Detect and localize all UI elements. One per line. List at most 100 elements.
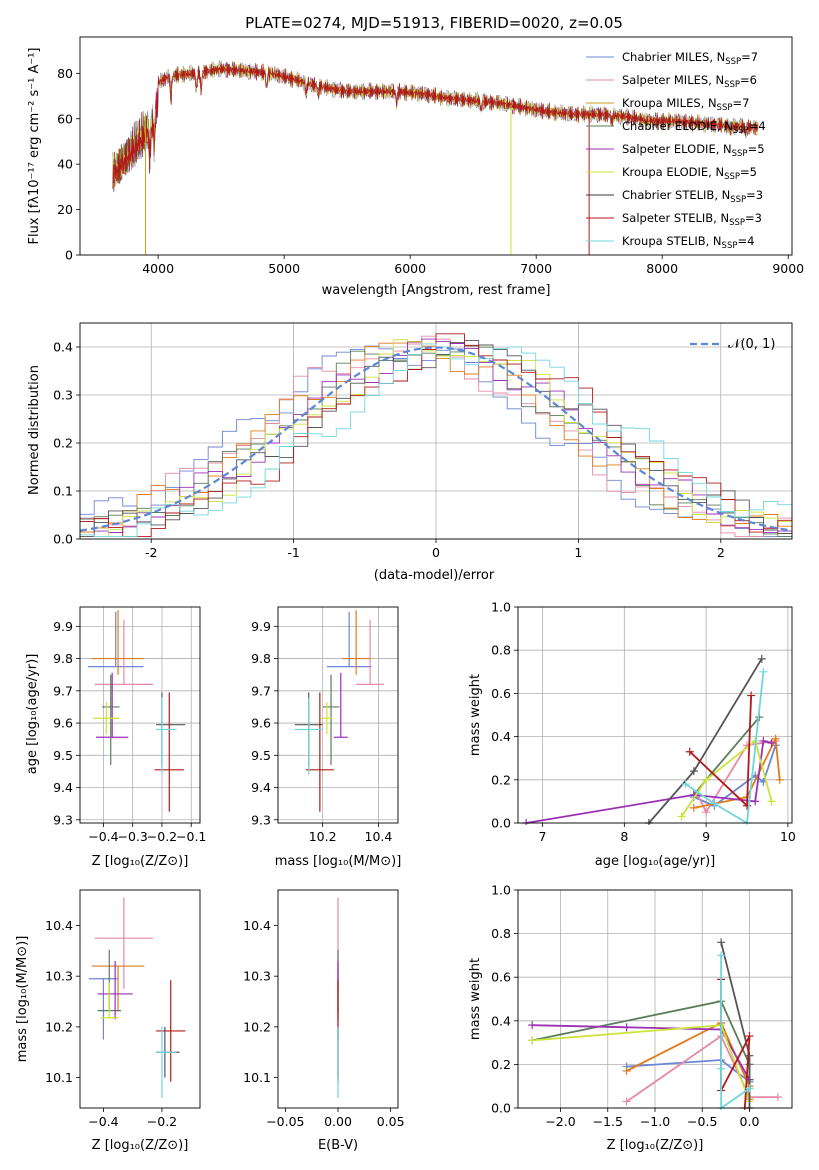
age_vs_mass-ytick-label: 9.8 (251, 651, 271, 666)
weight-vs-age-xlabel: age [log₁₀(age/yr)] (595, 854, 716, 869)
weight_vs_z-point-marker (622, 1023, 631, 1032)
age_vs_z-xtick-label: −0.2 (147, 829, 177, 844)
spectrum-ytick-label: 80 (57, 66, 73, 81)
weight_vs_age-series-line (685, 671, 765, 825)
spectrum-legend-nssp: =4 (737, 234, 754, 248)
age-vs-mass-grid (278, 607, 398, 823)
weight_vs_z-ytick-label: 0.6 (491, 970, 511, 985)
weight_vs_age-series-line (697, 740, 776, 815)
weight_vs_z-series-line (720, 955, 751, 1110)
weight_vs_age-point-marker (747, 691, 756, 700)
mass-vs-z-xlabel: Z [log₁₀(Z/Z⊙)] (92, 1138, 189, 1153)
spectrum-legend-subscript: SSP (730, 195, 746, 205)
residual-ticks: -2 -1 0 1 2 0.0 0.1 0.2 0.3 0.4 (53, 340, 725, 561)
weight-vs-age-plot-area (522, 654, 784, 825)
weight_vs_z-ytick-label: 0.0 (491, 1101, 511, 1116)
spectrum-panel: 4000 5000 6000 7000 8000 9000 0 20 40 60 80 Chabri… (27, 36, 804, 298)
spectrum-legend-subscript: SSP (732, 149, 748, 159)
residual-histogram (80, 345, 792, 538)
weight_vs_z-point-marker (528, 1021, 537, 1030)
spectrum-ylabel: Flux [fλ10⁻¹⁷ erg cm⁻² s⁻¹ A⁻¹] (27, 48, 42, 245)
spectrum-legend-nssp: =3 (745, 211, 762, 225)
age_vs_z-ytick-label: 9.8 (53, 651, 73, 666)
spectrum-legend-series-name: Salpeter STELIB, N (622, 211, 729, 225)
weight_vs_age-point-marker (757, 654, 766, 663)
mass-vs-ebv-xlabel: E(B-V) (318, 1138, 358, 1153)
weight_vs_z-point-marker (528, 1036, 537, 1045)
age-vs-z-xlabel: Z [log₁₀(Z/Z⊙)] (92, 854, 189, 869)
weight_vs_z-xtick-label: −1.0 (640, 1114, 670, 1129)
weight_vs_age-point-marker (702, 808, 711, 817)
spectrum-legend-subscript: SSP (724, 172, 740, 182)
mass_vs_z-xtick-label: −0.2 (147, 1114, 177, 1129)
spectrum-xtick-label: 5000 (268, 261, 300, 276)
weight-vs-age-ticks: 7 8 9 10 0.0 0.2 0.4 0.6 0.8 1.0 (491, 600, 796, 845)
weight_vs_age-series-line (693, 735, 781, 809)
spectrum-legend-label: Salpeter STELIB, NSSP=3 (622, 211, 762, 228)
age_vs_mass-ytick-label: 9.6 (251, 716, 271, 731)
weight-vs-z-panel: −2.0 −1.5 −1.0 −0.5 0.0 0.0 0.2 0.4 0.6 0.8 1.0 Z … (468, 883, 793, 1153)
mass-vs-z-panel: −0.4 −0.2 10.1 10.2 10.3 10.4 Z [log₁₀(Z/Z⊙)]… (15, 889, 201, 1153)
spectrum-ytick-label: 60 (57, 111, 73, 126)
weight-vs-z-xlabel: Z [log₁₀(Z/Z⊙)] (607, 1138, 704, 1153)
weight_vs_z-ytick-label: 0.4 (491, 1013, 511, 1028)
mass_vs_ebv-ytick-label: 10.3 (243, 969, 271, 984)
spectrum-legend-nssp: =5 (748, 142, 765, 156)
residuals-ytick-label: 0.1 (53, 484, 73, 499)
mass_vs_z-ytick-label: 10.3 (45, 969, 73, 984)
residual-ylabel: Normed distribution (27, 365, 42, 495)
spectrum-legend-nssp: =6 (740, 73, 757, 87)
figure-title: PLATE=0274, MJD=51913, FIBERID=0020, z=0… (245, 14, 623, 32)
spectrum-legend-label: Kroupa STELIB, NSSP=4 (622, 234, 754, 251)
residuals-xtick-label: 2 (717, 545, 725, 560)
mass-vs-z-ticks: −0.4 −0.2 10.1 10.2 10.3 10.4 (45, 918, 177, 1129)
weight_vs_age-point-marker (685, 747, 694, 756)
weight_vs_z-point-marker (622, 1066, 631, 1075)
residual-histogram (80, 339, 792, 538)
spectrum-legend-label: Chabrier STELIB, NSSP=3 (622, 188, 763, 205)
weight_vs_z-xtick-label: −0.5 (687, 1114, 717, 1129)
weight_vs_z-point-marker (773, 1093, 782, 1102)
weight_vs_age-point-marker (681, 780, 690, 789)
weight_vs_z-ytick-label: 0.8 (491, 926, 511, 941)
age_vs_z-xtick-label: −0.3 (118, 829, 148, 844)
normal-curve (79, 346, 793, 532)
weight_vs_z-point-marker (717, 938, 726, 947)
residuals-ytick-label: 0.4 (53, 340, 73, 355)
age_vs_z-ytick-label: 9.7 (53, 683, 73, 698)
spectrum-legend-subscript: SSP (722, 241, 738, 251)
weight_vs_age-ytick-label: 1.0 (491, 600, 511, 615)
age-vs-z-frame (79, 606, 201, 824)
spectrum-xtick-label: 6000 (394, 261, 426, 276)
mass-vs-z-ylabel: mass [log₁₀(M/M⊙)] (15, 936, 30, 1063)
spectrum-ytick-label: 20 (57, 202, 73, 217)
spectrum-legend-nssp: =3 (746, 188, 763, 202)
age_vs_mass-ytick-label: 9.7 (251, 683, 271, 698)
weight_vs_age-point-marker (677, 812, 686, 821)
weight_vs_age-ytick-label: 0.0 (491, 816, 511, 831)
weight_vs_age-point-marker (767, 797, 776, 806)
spectrum-plot-area (112, 60, 759, 255)
age-vs-z-panel: −0.4−0.3−0.2−0.1 9.3 9.4 9.5 9.6 9.7 9.8 9.9 Z … (25, 606, 206, 869)
age_vs_mass-ytick-label: 9.4 (251, 780, 271, 795)
weight_vs_age-series-line (526, 739, 772, 824)
weight_vs_z-xtick-label: −1.5 (593, 1114, 623, 1129)
weight_vs_z-point-marker (745, 1051, 754, 1060)
age-vs-z-ticks: −0.4−0.3−0.2−0.1 9.3 9.4 9.5 9.6 9.7 9.8 9.9 (53, 619, 206, 844)
spectrum-xtick-label: 7000 (520, 261, 552, 276)
weight_vs_age-xtick-label: 9 (702, 829, 710, 844)
mass-vs-ebv-ticks: −0.05 0.00 0.05 10.1 10.2 10.3 10.4 (243, 918, 404, 1129)
age_vs_z-ytick-label: 9.9 (53, 619, 73, 634)
spectrum-legend-series-name: Kroupa MILES, N (622, 96, 717, 110)
weight_vs_z-point-marker (622, 1097, 631, 1106)
spectrum-xtick-label: 8000 (646, 261, 678, 276)
weight_vs_z-series-line (626, 1034, 778, 1103)
spectrum-legend-series-name: Chabrier ELODIE, N (622, 119, 733, 133)
spectrum-legend-subscript: SSP (724, 80, 740, 90)
spectrum-legend-series-name: Kroupa ELODIE, N (622, 165, 724, 179)
weight_vs_age-point-marker (710, 799, 719, 808)
residuals-xtick-label: -1 (287, 545, 299, 560)
spectrum-ytick-label: 40 (57, 157, 73, 172)
weight_vs_age-point-marker (775, 775, 784, 784)
spectrum-frame (79, 36, 793, 256)
